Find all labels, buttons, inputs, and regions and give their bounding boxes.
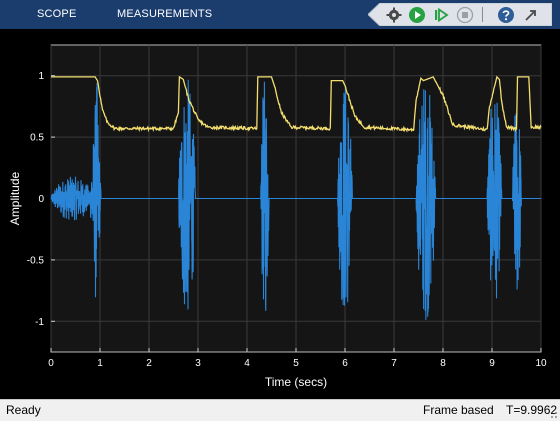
tab-scope[interactable]: SCOPE (37, 8, 77, 20)
x-tick-label: 10 (535, 358, 547, 369)
y-tick-label: -1 (35, 317, 44, 328)
tab-measurements[interactable]: MEASUREMENTS (117, 8, 213, 20)
y-tick-label: 0.5 (30, 133, 44, 144)
y-tick-label: 1 (38, 71, 44, 82)
series-signal-line (50, 79, 541, 320)
x-tick-label: 2 (146, 358, 152, 369)
status-bar: Ready Frame based T=9.9962 (0, 399, 560, 421)
help-icon[interactable] (497, 6, 515, 24)
stop-icon[interactable] (456, 6, 474, 24)
x-tick-label: 8 (440, 358, 446, 369)
x-tick-label: 9 (489, 358, 495, 369)
toolbar-separator (482, 7, 483, 22)
x-tick-label: 4 (244, 358, 250, 369)
quick-access-toolbar (368, 3, 552, 26)
y-axis-label: Amplitude (8, 172, 22, 226)
x-tick-label: 0 (48, 358, 54, 369)
undock-icon[interactable] (522, 6, 540, 24)
x-tick-label: 1 (97, 358, 103, 369)
status-simulation-time: T=9.9962 (506, 403, 558, 417)
step-forward-icon[interactable] (432, 6, 450, 24)
series-envelope-line (51, 75, 542, 133)
status-frame-mode: Frame based (423, 403, 494, 417)
x-tick-label: 5 (293, 358, 299, 369)
scope-display: 0 1 2 3 4 5 6 7 8 9 10 1 0.5 0 -0.5 -1 Time (secs) Amplit… (0, 29, 560, 399)
settings-gear-icon[interactable] (385, 6, 403, 24)
x-tick-label: 6 (342, 358, 348, 369)
x-tick-label: 3 (195, 358, 201, 369)
time-scope-plot[interactable]: 0 1 2 3 4 5 6 7 8 9 10 1 0.5 0 -0.5 -1 Time (secs) Amplit… (0, 29, 560, 399)
y-tick-label: 0 (38, 194, 44, 205)
resize-grip-icon[interactable] (548, 409, 558, 419)
x-tick-label: 7 (391, 358, 397, 369)
run-icon[interactable] (408, 6, 426, 24)
status-ready-text: Ready (6, 403, 41, 417)
toolstrip: SCOPE MEASUREMENTS (0, 0, 560, 29)
x-axis-label: Time (secs) (265, 375, 327, 389)
y-tick-label: -0.5 (27, 255, 45, 266)
